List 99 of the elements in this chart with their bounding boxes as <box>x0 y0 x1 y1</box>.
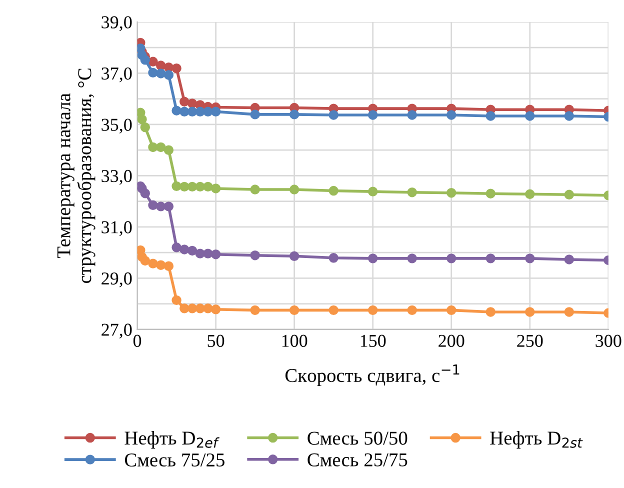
point <box>250 305 260 316</box>
point <box>446 305 456 316</box>
point <box>187 304 198 314</box>
point <box>210 304 221 314</box>
point <box>486 307 496 317</box>
point <box>148 200 158 210</box>
point <box>137 114 147 124</box>
point <box>140 55 150 65</box>
point <box>172 181 182 192</box>
point <box>195 182 205 192</box>
point <box>289 184 300 194</box>
point <box>164 145 174 155</box>
legend-label: Смесь 75/25 <box>124 453 224 467</box>
point <box>187 106 198 116</box>
point <box>203 106 213 116</box>
point <box>289 110 300 120</box>
point <box>180 182 190 192</box>
point <box>446 188 456 198</box>
point <box>250 110 260 120</box>
point <box>368 305 378 316</box>
point <box>564 190 574 200</box>
legend-label: Смесь 25/75 <box>308 453 408 466</box>
point <box>407 110 417 120</box>
point <box>148 68 158 78</box>
point <box>250 250 260 260</box>
y-tick-label: 27,0 <box>102 324 132 338</box>
legend-label: Смесь 50/50 <box>308 432 408 445</box>
point <box>486 188 496 198</box>
point <box>187 246 198 256</box>
x-tick-label: 300 <box>596 334 622 347</box>
point <box>172 106 182 116</box>
point <box>368 186 378 196</box>
point <box>148 142 158 152</box>
point <box>446 254 456 264</box>
point <box>368 254 378 264</box>
legend-label: Нефть D$_{2st}$ <box>490 430 583 449</box>
point <box>195 248 205 258</box>
point <box>525 307 535 317</box>
point <box>328 305 338 316</box>
point <box>210 249 221 260</box>
point <box>250 184 260 194</box>
point <box>210 106 221 116</box>
point <box>328 186 338 196</box>
y-tick-label: 31,0 <box>102 221 132 236</box>
point <box>180 106 190 116</box>
point <box>564 307 574 317</box>
y-axis-title: Температура начала структурообразования, °С <box>57 68 96 284</box>
x-tick-label: 0 <box>133 334 142 347</box>
point <box>156 142 166 152</box>
point <box>210 184 221 194</box>
point <box>195 106 205 116</box>
y-tick-label: 39,0 <box>102 16 132 31</box>
point <box>140 122 150 132</box>
point <box>407 187 417 198</box>
point <box>180 96 190 106</box>
point <box>486 111 496 121</box>
point <box>289 305 300 316</box>
point <box>140 256 150 266</box>
point <box>486 254 496 264</box>
point <box>289 251 300 261</box>
x-tick-label: 250 <box>517 334 543 347</box>
y-tick-label: 33,0 <box>102 170 132 185</box>
point <box>203 182 213 192</box>
point <box>368 110 378 120</box>
point <box>156 202 166 212</box>
point <box>564 254 574 264</box>
point <box>180 244 190 254</box>
point <box>164 202 174 212</box>
point <box>172 242 182 252</box>
point <box>164 261 174 271</box>
point <box>180 304 190 314</box>
point <box>187 182 198 192</box>
x-axis-title: Скорость сдвига, с$^{−1}$ <box>285 364 460 386</box>
point <box>525 111 535 121</box>
point <box>525 189 535 199</box>
y-tick-label: 29,0 <box>102 272 132 288</box>
point <box>564 111 574 121</box>
point <box>446 110 456 120</box>
point <box>203 304 213 314</box>
legend-label: Нефть D$_{2ef}$ <box>124 430 220 449</box>
x-tick-label: 150 <box>360 334 386 347</box>
point <box>328 110 338 120</box>
point <box>172 63 182 74</box>
point <box>156 260 166 270</box>
point <box>164 70 174 80</box>
y-tick-label: 37,0 <box>102 67 132 82</box>
point <box>156 68 166 78</box>
point <box>407 305 417 316</box>
point <box>148 258 158 268</box>
x-tick-label: 50 <box>208 334 224 347</box>
point <box>407 254 417 264</box>
point <box>203 248 213 258</box>
x-tick-label: 100 <box>282 334 308 347</box>
point <box>172 295 182 306</box>
point <box>525 254 535 264</box>
point <box>328 253 338 263</box>
x-tick-label: 200 <box>438 334 464 347</box>
point <box>140 188 150 198</box>
y-tick-label: 35,0 <box>102 118 132 134</box>
